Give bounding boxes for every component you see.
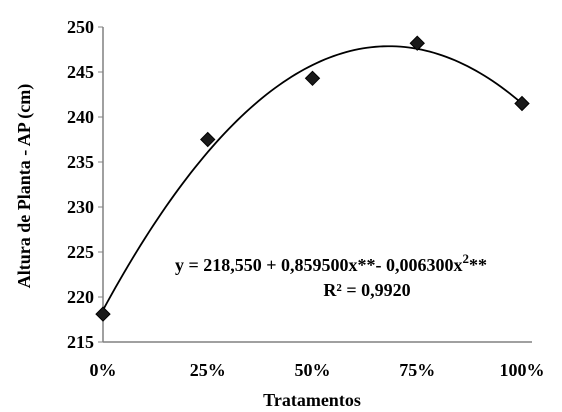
- y-tick-label: 220: [67, 287, 94, 307]
- data-point: [304, 70, 321, 87]
- data-points: [95, 35, 530, 322]
- r-squared-label: R² = 0,9920: [323, 280, 410, 300]
- trendline-equation: y = 218,550 + 0,859500x**- 0,006300x2**: [175, 251, 487, 275]
- y-tick-label: 235: [67, 152, 94, 172]
- x-tick-label: 100%: [500, 360, 545, 380]
- x-tick-label: 50%: [295, 360, 331, 380]
- x-tick-label: 25%: [190, 360, 226, 380]
- x-tick-label: 75%: [399, 360, 435, 380]
- x-axis-ticks: 0% 25% 50% 75% 100%: [90, 360, 545, 380]
- y-tick-label: 240: [67, 107, 94, 127]
- y-axis-title: Altura de Planta - AP (cm): [14, 84, 35, 288]
- y-tick-label: 250: [67, 17, 94, 37]
- data-point: [200, 131, 216, 148]
- y-tick-label: 245: [67, 62, 94, 82]
- x-tick-label: 0%: [90, 360, 117, 380]
- data-point: [409, 35, 425, 51]
- data-point: [514, 95, 530, 112]
- data-point: [95, 306, 111, 322]
- y-tick-label: 230: [67, 197, 94, 217]
- equation-main: y = 218,550 + 0,859500x**- 0,006300x: [175, 255, 463, 275]
- y-tick-label: 215: [67, 332, 94, 352]
- x-axis-title: Tratamentos: [263, 390, 361, 410]
- equation-exponent: 2: [463, 251, 470, 266]
- trendline: [102, 45, 523, 311]
- y-tick-label: 225: [67, 242, 94, 262]
- equation-suffix: **: [469, 255, 487, 275]
- y-axis-ticks: 215 220 225 230 235 240 245 250: [67, 17, 103, 352]
